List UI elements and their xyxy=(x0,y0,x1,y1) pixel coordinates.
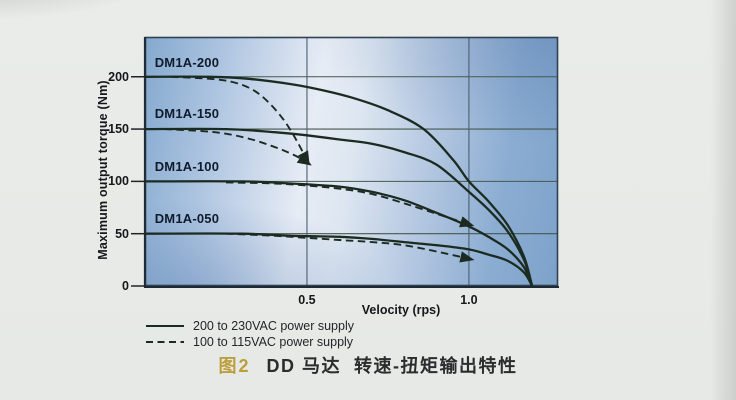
x-tick-label-10: 1.0 xyxy=(460,293,478,307)
legend: 200 to 230VAC power supply 100 to 115VAC… xyxy=(146,318,354,350)
curve-label-dm1a-200: DM1A-200 xyxy=(154,55,220,71)
figure-title: DD 马达 转速-扭矩输出特性 xyxy=(266,356,518,376)
legend-label-solid: 200 to 230VAC power supply xyxy=(193,319,354,333)
x-tick-label-05: 0.5 xyxy=(298,293,316,307)
y-tick-label-0: 0 xyxy=(122,279,129,293)
legend-row-dashed: 100 to 115VAC power supply xyxy=(146,334,354,350)
dashed-line-swatch-icon xyxy=(146,340,184,344)
y-tick-label-50: 50 xyxy=(115,226,129,241)
y-tick-label-100: 100 xyxy=(108,174,129,189)
legend-label-dashed: 100 to 115VAC power supply xyxy=(193,335,354,349)
y-axis-title: Maximum output torque (Nm) xyxy=(96,80,110,260)
y-tick-label-150: 150 xyxy=(108,122,129,137)
y-tick-label-200: 200 xyxy=(108,69,129,84)
legend-row-solid: 200 to 230VAC power supply xyxy=(146,318,354,334)
x-axis-title: Velocity (rps) xyxy=(361,303,441,317)
figure-caption: 图2 DD 马达 转速-扭矩输出特性 xyxy=(0,352,736,378)
figure-number: 图2 xyxy=(218,356,251,376)
curve-label-dm1a-100: DM1A-100 xyxy=(154,158,220,174)
solid-line-swatch-icon xyxy=(146,325,184,327)
curve-label-dm1a-150: DM1A-150 xyxy=(154,106,220,122)
curve-label-dm1a-050: DM1A-050 xyxy=(154,211,220,227)
